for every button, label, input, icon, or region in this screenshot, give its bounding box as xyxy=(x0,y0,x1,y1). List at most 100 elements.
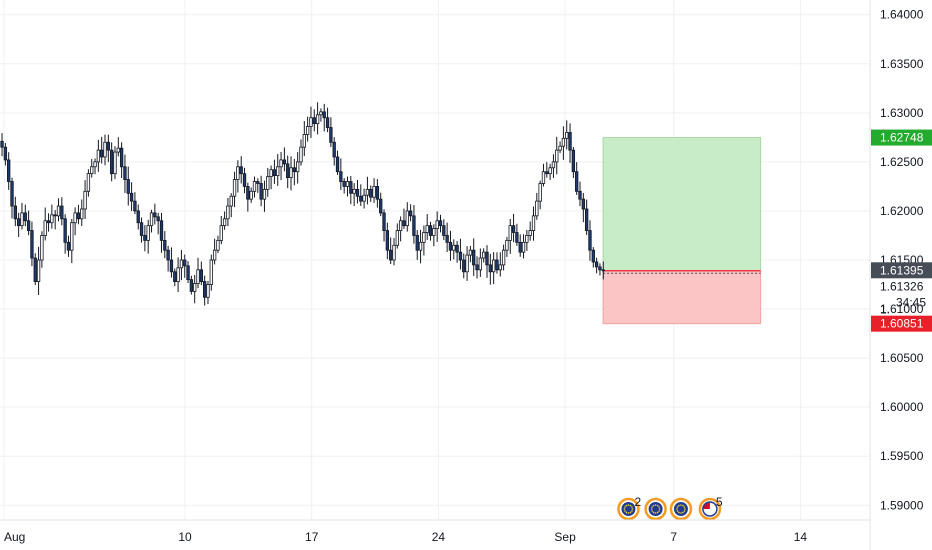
candle-body xyxy=(591,249,595,263)
candle-body xyxy=(528,230,532,236)
candle-body xyxy=(13,205,17,220)
candle-body xyxy=(398,220,403,231)
candle-body xyxy=(541,171,546,184)
candle-body xyxy=(389,249,393,261)
candle-body xyxy=(531,215,536,231)
candle-body xyxy=(369,188,373,198)
candle-body xyxy=(50,214,54,224)
candle-body xyxy=(216,239,220,251)
candle-body xyxy=(405,210,409,227)
profit-zone[interactable] xyxy=(602,137,762,272)
candle-body xyxy=(565,132,569,139)
event-marker[interactable]: 5 xyxy=(698,495,723,521)
candle-body xyxy=(355,188,360,197)
candle-body xyxy=(129,192,134,202)
y-tick-label: 1.62000 xyxy=(880,204,924,218)
candle-body xyxy=(561,137,566,147)
candle-body xyxy=(422,232,426,243)
candle-body xyxy=(33,257,37,282)
candle-body xyxy=(558,145,562,151)
candle-body xyxy=(345,181,350,187)
x-tick-label: 24 xyxy=(432,530,446,544)
candle-body xyxy=(312,117,316,125)
candle-body xyxy=(133,200,137,212)
candle-body xyxy=(286,163,290,178)
candle-body xyxy=(501,249,506,266)
y-tick-label: 1.59500 xyxy=(880,449,924,463)
candle-body xyxy=(266,176,270,190)
candle-body xyxy=(349,181,353,194)
candle-body xyxy=(219,225,223,241)
candle-body xyxy=(169,259,174,273)
candle-body xyxy=(551,161,556,169)
candle-body xyxy=(521,241,526,253)
candle-body xyxy=(206,284,210,298)
candle-body xyxy=(578,190,582,200)
partial-price-label: 1. xyxy=(880,302,890,316)
event-marker[interactable]: 2 xyxy=(617,495,641,521)
candle-body xyxy=(379,198,383,214)
candle-body xyxy=(279,159,283,168)
candle-body xyxy=(448,241,453,251)
candle-body xyxy=(119,147,124,168)
candle-body xyxy=(425,225,429,233)
stop-price-label: 1.60851 xyxy=(880,317,924,331)
candle-body xyxy=(259,183,263,200)
candle-body xyxy=(352,188,356,194)
candle-body xyxy=(505,239,509,251)
candlestick-series xyxy=(0,102,605,306)
candle-body xyxy=(515,232,519,243)
candle-body xyxy=(100,149,104,158)
event-marker[interactable] xyxy=(669,497,693,521)
candle-body xyxy=(289,167,293,178)
candle-body xyxy=(109,149,114,175)
candle-body xyxy=(482,251,486,259)
y-tick-label: 1.60500 xyxy=(880,351,924,365)
candle-body xyxy=(272,169,277,177)
candle-body xyxy=(156,216,160,222)
candle-body xyxy=(36,259,41,282)
candle-body xyxy=(236,166,240,180)
event-marker[interactable] xyxy=(644,497,667,521)
candle-body xyxy=(395,230,399,246)
candle-body xyxy=(342,181,346,187)
event-count: 2 xyxy=(634,495,641,509)
x-tick-label: 14 xyxy=(794,530,808,544)
long-position-tool[interactable] xyxy=(602,137,762,325)
candle-body xyxy=(136,210,140,224)
candle-body xyxy=(518,241,522,253)
candle-body xyxy=(26,220,31,231)
candle-body xyxy=(179,259,184,269)
candle-body xyxy=(432,228,436,236)
candle-body xyxy=(189,279,194,292)
event-count: 5 xyxy=(716,495,723,509)
x-tick-label: Sep xyxy=(554,530,576,544)
candle-body xyxy=(315,114,320,125)
candle-body xyxy=(545,171,549,175)
candle-body xyxy=(116,147,120,153)
candle-body xyxy=(365,188,370,196)
candle-body xyxy=(43,220,47,236)
candle-body xyxy=(408,210,413,217)
price-axis[interactable]: 1.640001.635001.630001.625001.620001.615… xyxy=(880,8,924,513)
candle-body xyxy=(103,141,107,158)
candle-body xyxy=(598,266,602,271)
loss-zone[interactable] xyxy=(602,270,762,325)
candle-body xyxy=(183,259,187,267)
stop-price-badge: 1.60851 xyxy=(871,315,932,332)
candle-body xyxy=(299,146,303,163)
candle-body xyxy=(488,264,492,273)
candle-body xyxy=(176,267,180,282)
candle-body xyxy=(159,220,164,241)
candle-body xyxy=(196,269,200,284)
candle-body xyxy=(555,149,559,163)
candle-body xyxy=(442,225,446,236)
candle-body xyxy=(53,214,57,217)
candle-body xyxy=(415,235,419,251)
candle-body xyxy=(173,271,177,282)
time-axis[interactable]: Aug 10 17 24 Sep 7 14 xyxy=(4,530,807,544)
candle-body xyxy=(106,141,110,151)
candle-body xyxy=(292,167,297,173)
